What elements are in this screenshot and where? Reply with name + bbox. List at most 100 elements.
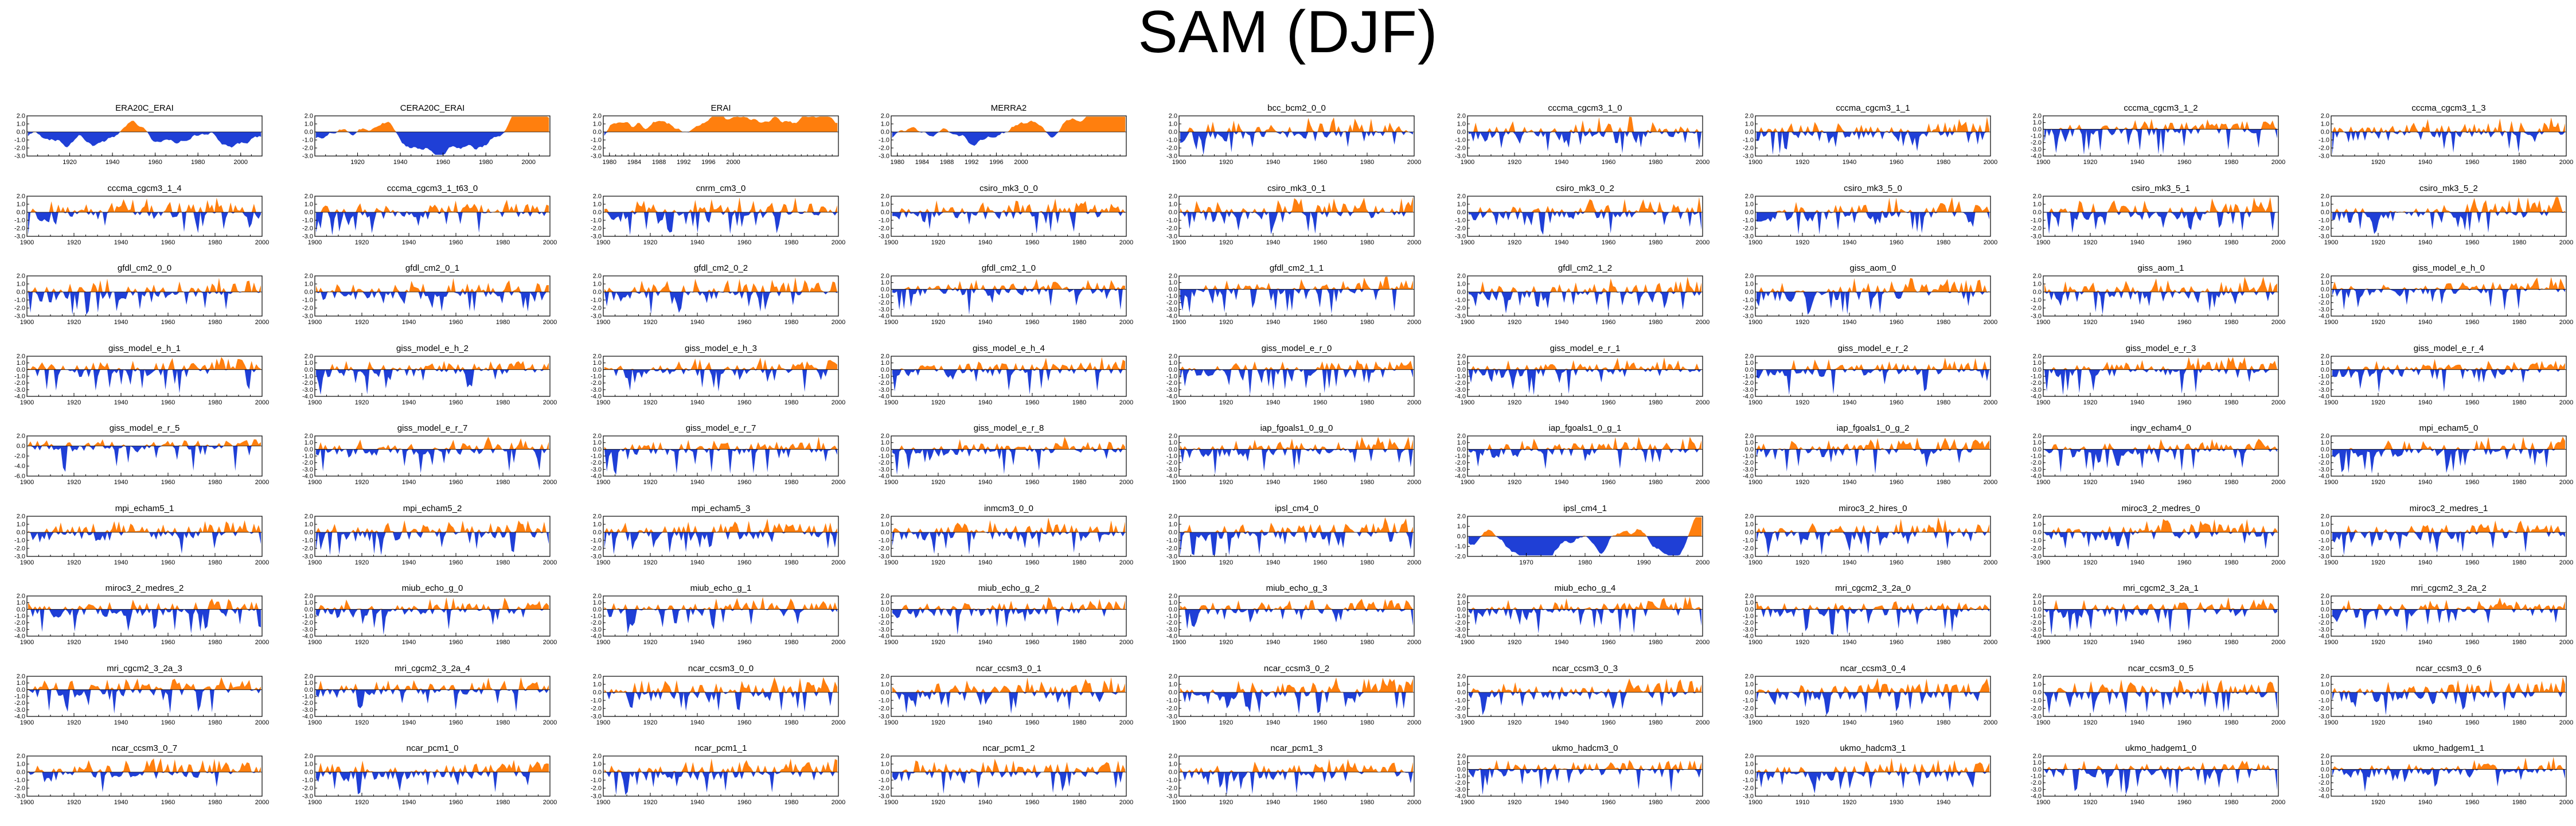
positive-area [316, 361, 549, 370]
x-tick-label: 1960 [161, 479, 175, 486]
x-tick-label: 1900 [308, 719, 322, 726]
x-tick-label: 1940 [978, 399, 992, 406]
x-tick-label: 2000 [1407, 239, 1421, 246]
y-tick-label: 2.0 [1745, 113, 1754, 120]
negative-area [892, 212, 1125, 234]
y-tick-label: 0.0 [881, 209, 889, 216]
chart-title: giss_model_e_h_2 [396, 344, 469, 353]
chart-panel: ncar_pcm1_0 2.0 1.0 0.0 -1.0 -2.0 -3.0 1900 1920… [296, 743, 557, 810]
x-tick-label: 1920 [643, 559, 657, 566]
plot-frame [891, 755, 1127, 797]
negative-area [892, 289, 1125, 315]
x-tick-label: 1900 [2036, 159, 2050, 166]
y-tick-label: -3.0 [14, 626, 25, 633]
y-tick-label: -2.0 [302, 785, 313, 792]
x-tick-label: 1960 [737, 479, 751, 486]
chart-title: ncar_ccsm3_0_0 [688, 664, 754, 673]
x-tick-label: 1960 [1602, 719, 1615, 726]
x-tick-label: 1920 [1219, 719, 1233, 726]
negative-area [1757, 449, 1989, 474]
positive-area [604, 116, 838, 132]
positive-area [2332, 677, 2565, 692]
y-tick-label: -1.0 [2031, 297, 2042, 304]
x-tick-label: 1980 [1649, 319, 1662, 326]
y-tick-label: -3.0 [2031, 554, 2042, 560]
y-tick-label: 2.0 [1169, 673, 1177, 680]
chart-panel: ERA20C_ERAI 2.0 1.0 0.0 -1.0 -2.0 -3.0 1920 1940… [9, 103, 263, 170]
y-tick-label: -1.0 [302, 453, 313, 460]
y-tick-label: -3.0 [1743, 554, 1754, 560]
x-tick-label: 1996 [701, 159, 715, 166]
y-tick-label: -3.0 [302, 233, 313, 240]
chart-title: ncar_pcm1_0 [406, 743, 459, 753]
x-tick-label: 1940 [1555, 719, 1568, 726]
x-tick-label: 1960 [148, 159, 162, 166]
y-tick-label: -4.0 [1455, 793, 1466, 800]
chart-title: mri_cgcm2_3_2a_1 [2123, 583, 2199, 593]
x-tick-label: 1960 [1313, 639, 1327, 646]
positive-area [1757, 197, 1989, 212]
x-tick-label: 1920 [2371, 639, 2385, 646]
x-tick-label: 1920 [2371, 319, 2385, 326]
y-tick-label: -2.0 [2319, 380, 2329, 387]
negative-area [316, 772, 549, 794]
y-tick-label: 1.0 [881, 439, 889, 446]
x-tick-label: 1940 [1266, 159, 1280, 166]
x-tick-label: 2000 [255, 319, 269, 326]
y-tick-label: 1.0 [1169, 761, 1177, 768]
y-tick-label: 0.0 [1169, 606, 1177, 613]
x-tick-label: 2000 [255, 399, 269, 406]
x-tick-label: 1920 [2371, 479, 2385, 486]
positive-area [892, 758, 1125, 772]
x-tick-label: 1920 [643, 399, 657, 406]
x-tick-label: 2000 [2559, 319, 2573, 326]
y-tick-label: -4.0 [2319, 313, 2329, 320]
y-tick-label: -1.0 [1455, 217, 1466, 224]
x-tick-label: 1980 [1360, 479, 1374, 486]
chart-title: gfdl_cm2_0_1 [405, 263, 460, 273]
positive-area [1180, 197, 1413, 212]
y-tick-label: 0.0 [1169, 286, 1177, 293]
x-tick-label: 1900 [1172, 559, 1186, 566]
y-tick-label: -3.0 [591, 387, 602, 393]
negative-area [1757, 212, 1989, 235]
x-tick-label: 1940 [1843, 319, 1856, 326]
y-tick-label: 0.0 [593, 289, 602, 296]
x-tick-label: 1920 [1796, 719, 1809, 726]
y-tick-label: -2.0 [14, 700, 25, 707]
x-tick-label: 1980 [2224, 639, 2238, 646]
chart-plot: 2.0 1.0 0.0 -1.0 -2.0 1970 1980 1990 2000 [1455, 513, 1709, 567]
y-tick-label: 2.0 [1169, 593, 1177, 600]
y-tick-label: -3.0 [1166, 793, 1177, 800]
chart-panel: gfdl_cm2_0_2 2.0 1.0 0.0 -1.0 -2.0 -3.0 1900 192… [585, 263, 845, 330]
y-tick-label: 2.0 [2321, 433, 2329, 440]
x-tick-label: 1940 [2418, 559, 2432, 566]
y-tick-label: -2.0 [2031, 459, 2042, 466]
y-tick-label: -4.0 [591, 473, 602, 480]
x-tick-label: 2000 [543, 239, 557, 246]
plot-frame [1467, 595, 1703, 637]
x-tick-label: 1960 [2177, 639, 2191, 646]
x-tick-label: 1900 [1172, 239, 1186, 246]
negative-area [1469, 132, 1701, 154]
x-tick-label: 2000 [832, 479, 845, 486]
x-tick-label: 1960 [1602, 159, 1615, 166]
x-tick-label: 1940 [2130, 479, 2144, 486]
x-tick-label: 1940 [402, 719, 416, 726]
y-tick-label: 2.0 [17, 593, 25, 600]
y-tick-label: -3.0 [591, 466, 602, 473]
x-tick-label: 1980 [1360, 799, 1374, 806]
y-tick-label: -2.0 [1743, 145, 1754, 152]
chart-panel: ERAI 2.0 1.0 0.0 -1.0 -2.0 -3.0 1980 1984 1988 199… [585, 103, 839, 170]
negative-area [1757, 532, 1989, 555]
x-tick-label: 1992 [965, 159, 978, 166]
negative-area [2044, 532, 2277, 551]
chart-panel: giss_model_e_r_1 2.0 1.0 0.0 -1.0 -2.0 -3.0 -4.… [1449, 344, 1709, 410]
x-tick-label: 1960 [2465, 399, 2479, 406]
y-tick-label: 2.0 [2321, 513, 2329, 520]
